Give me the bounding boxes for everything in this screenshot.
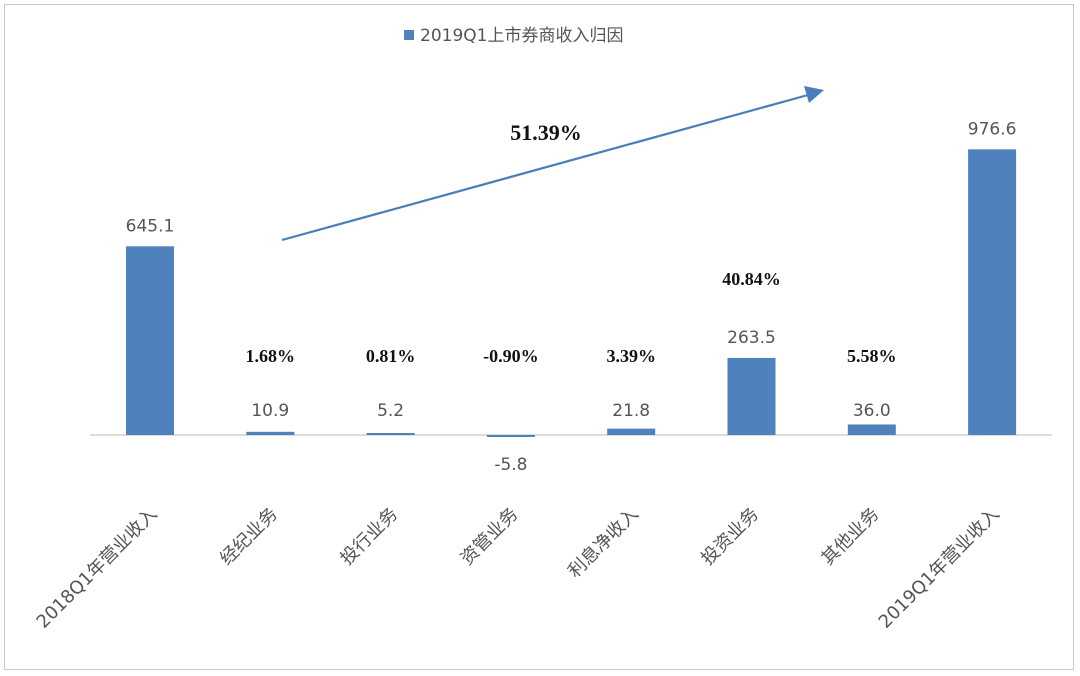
value-label-4: 21.8	[612, 401, 650, 421]
category-label-0: 2018Q1年营业收入	[33, 504, 162, 633]
bar-5	[727, 357, 776, 435]
value-label-7: 976.6	[968, 119, 1017, 139]
bars-group	[126, 149, 1017, 437]
value-label-1: 10.9	[251, 401, 289, 421]
percent-label-5: 40.84%	[722, 269, 781, 289]
bar-2	[366, 433, 415, 435]
chart-frame	[4, 4, 1074, 670]
bar-0	[126, 246, 174, 435]
category-label-4: 利息净收入	[564, 504, 642, 582]
percent-label-1: 1.68%	[246, 346, 296, 366]
percent-label-6: 5.58%	[847, 346, 897, 366]
value-label-2: 5.2	[377, 401, 404, 421]
category-label-3: 资管业务	[457, 504, 523, 570]
trend-arrow-head	[804, 86, 824, 103]
category-label-1: 经纪业务	[216, 504, 282, 570]
trend-arrow	[281, 86, 824, 242]
bar-3	[486, 435, 535, 437]
bar-7	[968, 149, 1017, 436]
trend-arrow-line	[281, 93, 809, 242]
category-label-2: 投行业务	[336, 504, 402, 570]
overall-growth-label: 51.39%	[510, 120, 582, 145]
category-label-5: 投资业务	[697, 504, 763, 570]
legend-label: 2019Q1上市券商收入归因	[420, 26, 623, 46]
legend: 2019Q1上市券商收入归因	[404, 26, 623, 46]
value-labels-group: 645.1 10.9 5.2 -5.8 21.8 263.5 36.0 976.6	[126, 119, 1017, 475]
percent-labels-group: 1.68% 0.81% -0.90% 3.39% 40.84% 5.58%	[246, 269, 897, 366]
value-label-0: 645.1	[126, 216, 175, 236]
category-labels-group: 2018Q1年营业收入 经纪业务 投行业务 资管业务 利息净收入 投资业务 其他业务2019…	[33, 504, 1004, 633]
value-label-6: 36.0	[853, 401, 891, 421]
category-label-6: 其他业务	[818, 504, 884, 570]
percent-label-3: -0.90%	[483, 346, 539, 366]
percent-label-4: 3.39%	[606, 346, 656, 366]
percent-label-2: 0.81%	[366, 346, 416, 366]
bar-4	[607, 428, 656, 435]
value-label-5: 263.5	[727, 328, 776, 348]
bar-1	[246, 431, 295, 435]
legend-swatch	[404, 30, 414, 40]
value-label-3: -5.8	[494, 455, 527, 475]
bar-6	[847, 424, 896, 435]
category-label-7: 2019Q1年营业收入	[875, 504, 1004, 633]
